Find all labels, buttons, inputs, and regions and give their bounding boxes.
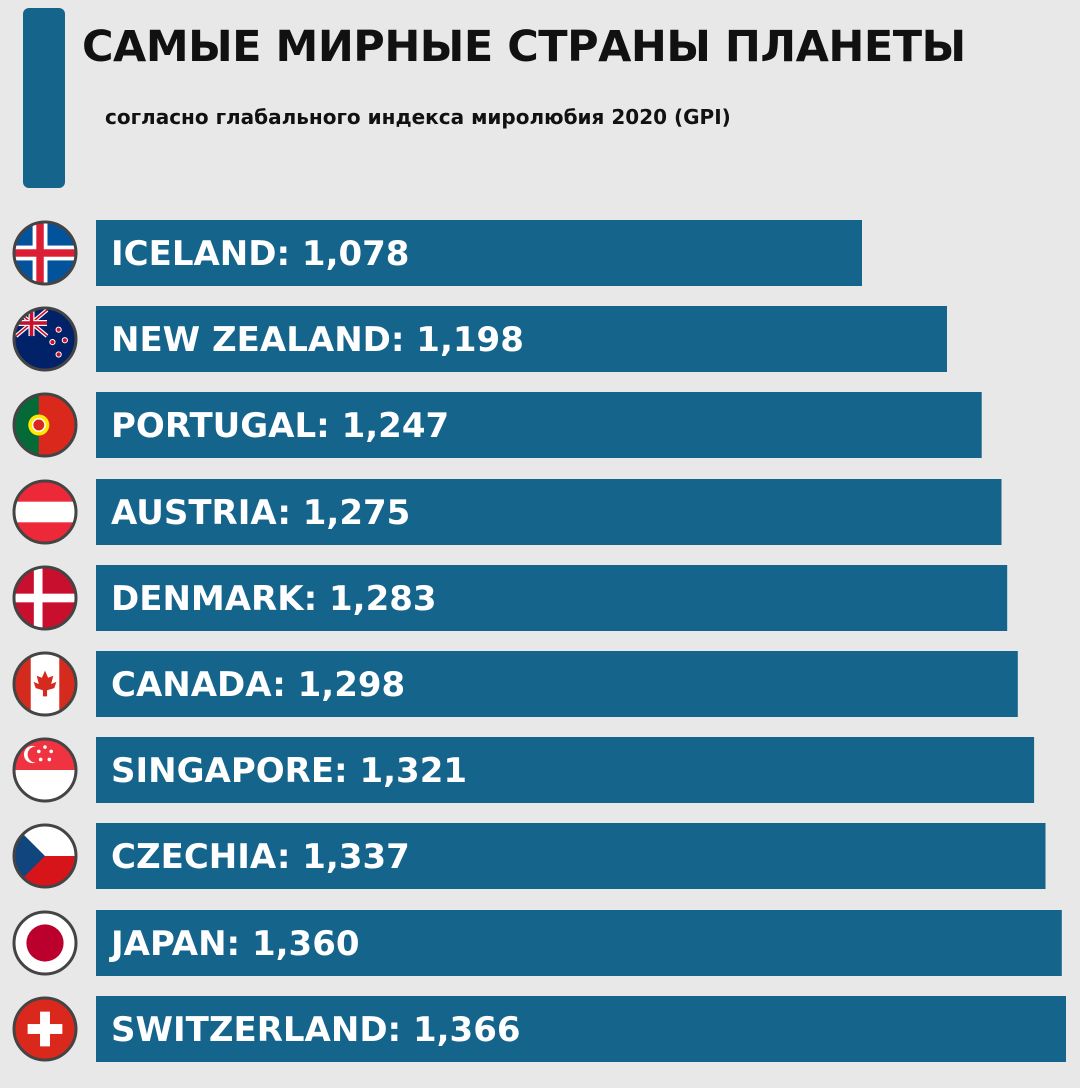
bar-canada	[96, 651, 1018, 717]
bar-austria	[96, 479, 1002, 545]
bar-japan	[96, 910, 1062, 976]
switzerland-flag-icon	[14, 998, 76, 1060]
bar-label-portugal: PORTUGAL: 1,247	[111, 406, 449, 446]
bar-label-czechia: CZECHIA: 1,337	[111, 837, 410, 877]
new-zealand-flag-ring	[12, 306, 78, 372]
bar-portugal	[96, 392, 982, 458]
bar-new-zealand	[96, 306, 947, 372]
japan-flag-ring	[12, 910, 78, 976]
portugal-flag-ring	[12, 392, 78, 458]
switzerland-flag-ring	[12, 996, 78, 1062]
canada-flag-icon	[14, 653, 76, 715]
bar-label-japan: JAPAN: 1,360	[109, 924, 360, 964]
bar-label-austria: AUSTRIA: 1,275	[111, 493, 410, 533]
portugal-flag-icon	[14, 394, 76, 456]
bar-label-iceland: ICELAND: 1,078	[111, 234, 409, 274]
bar-singapore	[96, 737, 1035, 803]
chart-title: САМЫЕ МИРНЫЕ СТРАНЫ ПЛАНЕТЫ	[82, 22, 966, 72]
japan-flag-icon	[14, 912, 76, 974]
accent-bar	[23, 8, 65, 188]
bar-label-switzerland: SWITZERLAND: 1,366	[111, 1010, 521, 1050]
singapore-flag-ring	[12, 737, 78, 803]
austria-flag-icon	[14, 481, 76, 543]
austria-flag-ring	[12, 479, 78, 545]
denmark-flag-icon	[14, 567, 76, 629]
bar-label-singapore: SINGAPORE: 1,321	[111, 751, 467, 791]
bar-label-new-zealand: NEW ZEALAND: 1,198	[111, 320, 524, 360]
bar-czechia	[96, 823, 1046, 889]
czechia-flag-ring	[12, 823, 78, 889]
chart-subtitle: согласно глабального индекса миролюбия 2…	[105, 105, 731, 129]
bar-switzerland	[96, 996, 1066, 1062]
denmark-flag-ring	[12, 565, 78, 631]
iceland-flag-icon	[14, 222, 76, 284]
canada-flag-ring	[12, 651, 78, 717]
bar-denmark	[96, 565, 1008, 631]
iceland-flag-ring	[12, 220, 78, 286]
bar-label-denmark: DENMARK: 1,283	[111, 579, 437, 619]
bar-iceland	[96, 220, 862, 286]
bar-label-canada: CANADA: 1,298	[111, 665, 405, 705]
new-zealand-flag-icon	[14, 308, 76, 370]
